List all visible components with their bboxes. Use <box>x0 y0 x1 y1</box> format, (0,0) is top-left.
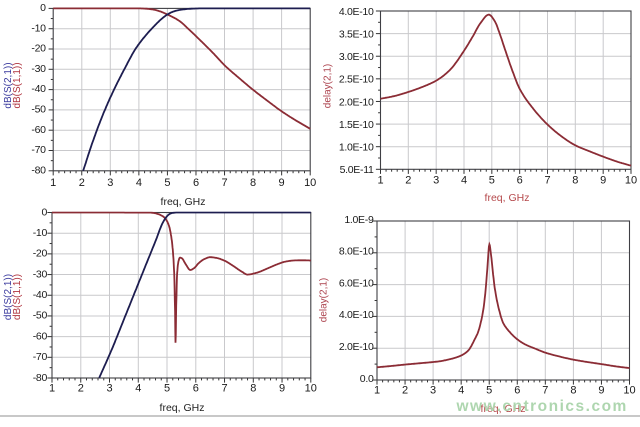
svg-text:dB(S(1,1)): dB(S(1,1)) <box>12 62 23 108</box>
svg-text:6: 6 <box>193 383 199 395</box>
svg-text:4: 4 <box>135 383 141 395</box>
svg-text:4: 4 <box>458 385 464 397</box>
svg-text:4.0E-10: 4.0E-10 <box>339 6 374 18</box>
svg-text:10: 10 <box>304 177 316 189</box>
svg-text:10: 10 <box>623 385 635 397</box>
svg-text:9: 9 <box>279 177 285 189</box>
svg-text:-70: -70 <box>31 144 46 156</box>
svg-text:-50: -50 <box>33 310 48 322</box>
svg-text:2: 2 <box>402 385 408 397</box>
svg-text:freq, GHz: freq, GHz <box>160 402 205 414</box>
svg-text:2.0E-10: 2.0E-10 <box>339 341 374 353</box>
svg-text:-30: -30 <box>31 63 46 75</box>
svg-text:2.5E-10: 2.5E-10 <box>339 74 374 86</box>
svg-text:8.0E-10: 8.0E-10 <box>339 246 374 258</box>
svg-text:-80: -80 <box>33 372 48 384</box>
svg-text:10: 10 <box>305 383 317 395</box>
svg-text:-60: -60 <box>31 124 46 136</box>
svg-text:-50: -50 <box>31 104 46 116</box>
svg-text:6: 6 <box>517 175 523 187</box>
svg-text:5: 5 <box>164 177 170 189</box>
svg-text:3: 3 <box>106 383 112 395</box>
svg-text:5.0E-11: 5.0E-11 <box>340 164 374 176</box>
svg-text:7: 7 <box>221 177 227 189</box>
svg-text:2: 2 <box>79 177 85 189</box>
svg-text:1.5E-10: 1.5E-10 <box>339 119 374 131</box>
svg-text:dB(S(1,1)): dB(S(1,1)) <box>12 274 23 320</box>
svg-text:freq, GHz: freq, GHz <box>485 192 530 204</box>
svg-text:freq, GHz: freq, GHz <box>161 196 206 208</box>
svg-text:www.cntronics.com: www.cntronics.com <box>456 398 628 415</box>
svg-text:5: 5 <box>489 175 495 187</box>
svg-text:2.0E-10: 2.0E-10 <box>339 96 374 108</box>
svg-text:1: 1 <box>50 177 56 189</box>
svg-text:3: 3 <box>433 175 439 187</box>
svg-text:8: 8 <box>250 383 256 395</box>
svg-text:freq, GHz: freq, GHz <box>481 403 526 415</box>
svg-text:9: 9 <box>598 385 604 397</box>
svg-text:8: 8 <box>250 177 256 189</box>
svg-text:-40: -40 <box>31 83 46 95</box>
svg-text:-70: -70 <box>33 351 48 363</box>
svg-text:0.0: 0.0 <box>360 373 374 385</box>
svg-text:6: 6 <box>514 385 520 397</box>
svg-text:delay(2,1): delay(2,1) <box>319 278 330 322</box>
svg-text:3: 3 <box>107 177 113 189</box>
svg-text:1: 1 <box>49 383 55 395</box>
svg-text:-60: -60 <box>33 330 48 342</box>
svg-text:1.0E-9: 1.0E-9 <box>344 214 374 226</box>
svg-text:3.5E-10: 3.5E-10 <box>339 28 374 40</box>
svg-text:-20: -20 <box>31 43 46 55</box>
svg-text:2: 2 <box>405 175 411 187</box>
svg-text:7: 7 <box>221 383 227 395</box>
svg-text:10: 10 <box>625 175 637 187</box>
svg-text:5: 5 <box>164 383 170 395</box>
svg-text:0: 0 <box>40 2 46 14</box>
svg-text:-10: -10 <box>33 227 48 239</box>
svg-text:4: 4 <box>461 175 467 187</box>
svg-text:1: 1 <box>377 175 383 187</box>
svg-text:4.0E-10: 4.0E-10 <box>339 309 374 321</box>
svg-text:4: 4 <box>136 177 142 189</box>
svg-text:3.0E-10: 3.0E-10 <box>339 51 374 63</box>
svg-text:6.0E-10: 6.0E-10 <box>339 277 374 289</box>
svg-text:-40: -40 <box>33 289 48 301</box>
svg-text:0: 0 <box>41 206 47 218</box>
svg-text:9: 9 <box>600 175 606 187</box>
svg-text:7: 7 <box>542 385 548 397</box>
svg-text:dB(S(2,1)): dB(S(2,1)) <box>3 274 14 320</box>
svg-text:2: 2 <box>78 383 84 395</box>
svg-text:-20: -20 <box>33 248 48 260</box>
svg-text:6: 6 <box>193 177 199 189</box>
svg-text:-80: -80 <box>31 164 46 176</box>
svg-text:-30: -30 <box>33 268 48 280</box>
svg-text:3: 3 <box>430 385 436 397</box>
svg-text:8: 8 <box>572 175 578 187</box>
svg-text:-10: -10 <box>31 22 46 34</box>
svg-text:dB(S(2,1)): dB(S(2,1)) <box>3 62 14 108</box>
svg-text:1: 1 <box>374 385 380 397</box>
svg-text:5: 5 <box>486 385 492 397</box>
svg-text:8: 8 <box>570 385 576 397</box>
svg-text:9: 9 <box>279 383 285 395</box>
svg-text:7: 7 <box>544 175 550 187</box>
svg-text:1.0E-10: 1.0E-10 <box>339 142 374 154</box>
svg-text:delay(2,1): delay(2,1) <box>323 64 334 108</box>
